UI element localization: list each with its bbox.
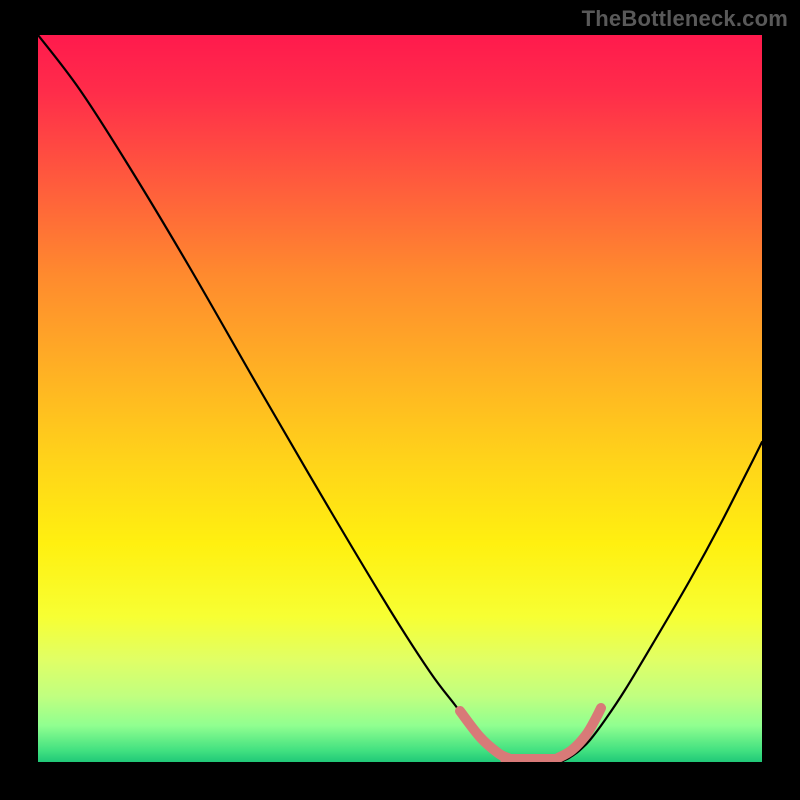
chart-container: TheBottleneck.com <box>0 0 800 800</box>
plot-background <box>38 35 762 762</box>
chart-svg <box>0 0 800 800</box>
watermark-text: TheBottleneck.com <box>582 6 788 32</box>
